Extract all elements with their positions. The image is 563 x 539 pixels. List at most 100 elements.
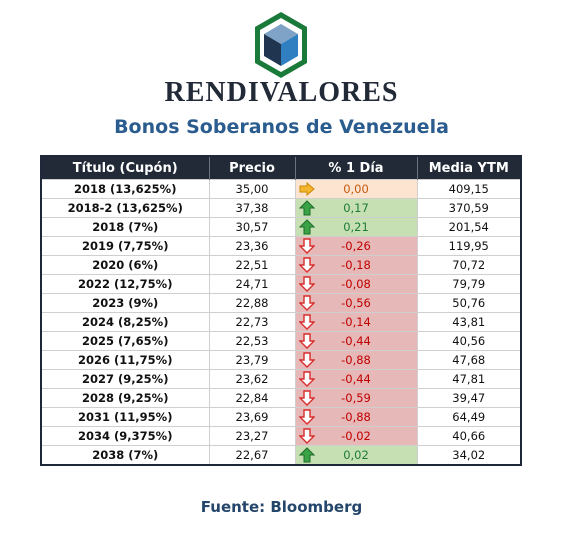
arrow-down-icon (297, 352, 316, 368)
table-row: 2022 (12,75%) 24,71 -0,08 79,79 (40, 274, 522, 294)
bond-change-cell: -0,44 (294, 369, 418, 389)
bond-ytm: 201,54 (416, 217, 522, 237)
source-note: Fuente: Bloomberg (200, 498, 363, 516)
bond-change-cell: -0,88 (294, 407, 418, 427)
bond-change-cell: 0,17 (294, 198, 418, 218)
bond-change-cell: 0,21 (294, 217, 418, 237)
bond-price: 22,84 (208, 388, 296, 408)
bond-change: -0,14 (341, 315, 371, 329)
rendivalores-logo (255, 12, 307, 78)
bond-change: -0,44 (341, 372, 371, 386)
bond-change: -0,56 (341, 296, 371, 310)
bond-change: 0,21 (343, 220, 369, 234)
bond-title: 2020 (6%) (40, 255, 210, 275)
bond-change: -0,26 (341, 239, 371, 253)
arrow-down-icon (297, 276, 316, 292)
table-row: 2031 (11,95%) 23,69 -0,88 64,49 (40, 407, 522, 427)
table-row: 2028 (9,25%) 22,84 -0,59 39,47 (40, 388, 522, 408)
table-row: 2018 (7%) 30,57 0,21 201,54 (40, 217, 522, 237)
arrow-down-icon (297, 371, 316, 387)
bond-price: 22,88 (208, 293, 296, 313)
bond-title: 2027 (9,25%) (40, 369, 210, 389)
bond-ytm: 70,72 (416, 255, 522, 275)
bond-ytm: 50,76 (416, 293, 522, 313)
arrow-down-icon (297, 390, 316, 406)
bond-change: -0,08 (341, 277, 371, 291)
bond-title: 2031 (11,95%) (40, 407, 210, 427)
arrow-down-icon (297, 428, 316, 444)
bond-ytm: 119,95 (416, 236, 522, 256)
page-title: Bonos Soberanos de Venezuela (114, 116, 449, 138)
bond-change-cell: -0,18 (294, 255, 418, 275)
bond-change-cell: -0,59 (294, 388, 418, 408)
arrow-down-icon (297, 409, 316, 425)
bond-change-cell: -0,44 (294, 331, 418, 351)
bond-change: -0,44 (341, 334, 371, 348)
header-ytm: Media YTM (417, 156, 521, 180)
arrow-down-icon (297, 238, 316, 254)
arrow-down-icon (297, 333, 316, 349)
table-row: 2019 (7,75%) 23,36 -0,26 119,95 (40, 236, 522, 256)
bond-price: 22,67 (208, 445, 296, 466)
bond-price: 22,51 (208, 255, 296, 275)
bond-price: 35,00 (208, 179, 296, 199)
arrow-right-icon (299, 181, 315, 197)
bond-change: -0,59 (341, 391, 371, 405)
bond-ytm: 47,81 (416, 369, 522, 389)
bond-price: 24,71 (208, 274, 296, 294)
table-row: 2024 (8,25%) 22,73 -0,14 43,81 (40, 312, 522, 332)
bond-title: 2018 (7%) (40, 217, 210, 237)
bond-change-cell: -0,08 (294, 274, 418, 294)
arrow-down-icon (297, 314, 316, 330)
bond-ytm: 34,02 (416, 445, 522, 466)
bond-title: 2038 (7%) (40, 445, 210, 466)
bond-title: 2025 (7,65%) (40, 331, 210, 351)
bond-change: -0,18 (341, 258, 371, 272)
table-row: 2027 (9,25%) 23,62 -0,44 47,81 (40, 369, 522, 389)
arrow-up-icon (298, 219, 315, 235)
bond-title: 2018 (13,625%) (40, 179, 210, 199)
bond-change: 0,17 (343, 201, 369, 215)
header-title: Título (Cupón) (41, 156, 210, 180)
bond-change: -0,88 (341, 353, 371, 367)
bond-change-cell: 0,00 (294, 179, 418, 199)
bond-change-cell: -0,02 (294, 426, 418, 446)
bond-price: 23,36 (208, 236, 296, 256)
bond-change-cell: 0,02 (294, 445, 418, 466)
arrow-up-icon (298, 447, 315, 463)
bond-change: -0,88 (341, 410, 371, 424)
bond-change: -0,02 (341, 429, 371, 443)
bond-ytm: 79,79 (416, 274, 522, 294)
bond-price: 23,62 (208, 369, 296, 389)
table-row: 2018-2 (13,625%) 37,38 0,17 370,59 (40, 198, 522, 218)
bond-title: 2024 (8,25%) (40, 312, 210, 332)
bond-price: 23,27 (208, 426, 296, 446)
bond-price: 37,38 (208, 198, 296, 218)
bond-ytm: 370,59 (416, 198, 522, 218)
header-price: Precio (209, 156, 296, 180)
bond-ytm: 40,66 (416, 426, 522, 446)
bond-price: 22,73 (208, 312, 296, 332)
table-row: 2026 (11,75%) 23,79 -0,88 47,68 (40, 350, 522, 370)
bond-change: 0,00 (343, 182, 369, 196)
arrow-up-icon (298, 200, 315, 216)
bond-ytm: 43,81 (416, 312, 522, 332)
bond-change: 0,02 (343, 448, 369, 462)
table-row: 2020 (6%) 22,51 -0,18 70,72 (40, 255, 522, 275)
bond-title: 2028 (9,25%) (40, 388, 210, 408)
bond-price: 23,69 (208, 407, 296, 427)
bond-ytm: 39,47 (416, 388, 522, 408)
header-change: % 1 Día (295, 156, 418, 180)
table-row: 2018 (13,625%) 35,00 0,00 409,15 (40, 179, 522, 199)
bonds-table: Título (Cupón) Precio % 1 Día Media YTM … (40, 155, 522, 466)
bond-title: 2019 (7,75%) (40, 236, 210, 256)
bond-title: 2023 (9%) (40, 293, 210, 313)
bond-title: 2018-2 (13,625%) (40, 198, 210, 218)
bond-ytm: 409,15 (416, 179, 522, 199)
bond-price: 23,79 (208, 350, 296, 370)
bond-price: 30,57 (208, 217, 296, 237)
bond-title: 2022 (12,75%) (40, 274, 210, 294)
bond-price: 22,53 (208, 331, 296, 351)
bond-change-cell: -0,14 (294, 312, 418, 332)
bond-ytm: 47,68 (416, 350, 522, 370)
